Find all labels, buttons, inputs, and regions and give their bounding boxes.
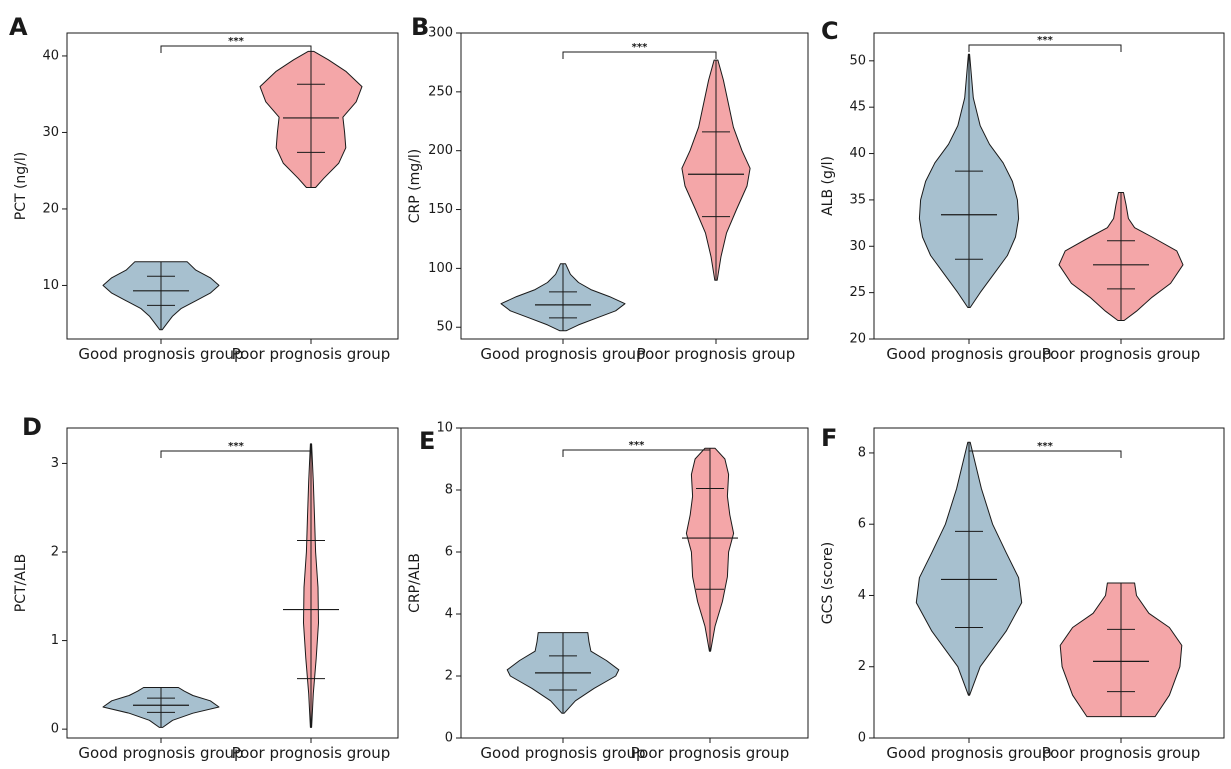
panel-a: A 10 20 30 40 PCT (ng/l) Good prognosis groupP… <box>9 13 399 363</box>
panel-b-letter: B <box>411 13 429 41</box>
panel-f-category-label-poor: Poor prognosis group <box>1042 744 1201 762</box>
panel-c-ytick-label: 25 <box>849 285 866 300</box>
panel-e-category-label-good: Good prognosis group <box>480 744 645 762</box>
panel-e-significance-bracket <box>562 449 711 457</box>
panel-d-ytick-label: 1 <box>51 633 59 648</box>
panel-b-ytick-label: 100 <box>428 261 453 276</box>
panel-a-ytick-label: 20 <box>42 201 59 216</box>
panel-b-ytick-label: 150 <box>428 202 453 217</box>
panel-a-significance-label: *** <box>228 36 244 47</box>
panel-e-frame <box>460 427 809 739</box>
panel-b-ytick-label: 200 <box>428 143 453 158</box>
panel-a-ytick-label: 30 <box>42 125 59 140</box>
panel-d-ytick-label: 0 <box>51 722 59 737</box>
panel-f-letter: F <box>821 424 837 452</box>
panel-e: E 0 2 4 6 8 10 CRP/ALB Good prognosis groupPoor … <box>407 421 809 762</box>
panel-d-significance-bracket <box>160 450 312 458</box>
panel-f-ytick-label: 4 <box>858 588 866 603</box>
panel-e-ytick-label: 10 <box>436 421 453 436</box>
panel-f-frame <box>873 427 1225 739</box>
panel-f-category-label-good: Good prognosis group <box>886 744 1051 762</box>
panel-b-significance-label: *** <box>632 42 648 53</box>
panel-f-significance-label: *** <box>1037 441 1053 452</box>
panel-c-ytick-label: 35 <box>849 192 866 207</box>
panel-c-letter: C <box>821 17 839 45</box>
panel-a-category-label-good: Good prognosis group <box>78 345 243 363</box>
panel-f-ytick-label: 8 <box>858 445 866 460</box>
panel-d-category-label-good: Good prognosis group <box>78 744 243 762</box>
panel-f-ytick-label: 0 <box>858 731 866 746</box>
panel-f-significance-bracket <box>968 450 1122 458</box>
panel-a-letter: A <box>9 13 28 41</box>
panel-e-ytick-label: 4 <box>445 607 453 622</box>
panel-a-ytick-label: 10 <box>42 278 59 293</box>
panel-e-category-label-poor: Poor prognosis group <box>631 744 790 762</box>
panel-e-ytick-label: 6 <box>445 545 453 560</box>
panel-f-ylabel: GCS (score) <box>820 542 836 625</box>
panel-b-category-label-poor: Poor prognosis group <box>637 345 796 363</box>
panel-c-ytick-label: 45 <box>849 100 866 115</box>
panel-c-ytick-label: 40 <box>849 146 866 161</box>
panel-c-frame <box>873 32 1225 340</box>
panel-d-category-label-poor: Poor prognosis group <box>232 744 391 762</box>
panel-f: F 0 2 4 6 8 GCS (score) Good prognosis groupPoo… <box>820 424 1225 762</box>
panel-d-ytick-label: 2 <box>51 545 59 560</box>
panel-c-ytick-label: 50 <box>849 53 866 68</box>
panel-c-category-label-poor: Poor prognosis group <box>1042 345 1201 363</box>
panel-c-ytick-label: 20 <box>849 332 866 347</box>
panel-e-ytick-label: 0 <box>445 731 453 746</box>
panel-d-letter: D <box>22 413 42 441</box>
panel-b-significance-bracket <box>562 51 717 59</box>
panel-c-ylabel: ALB (g/l) <box>820 156 836 216</box>
panel-a-category-label-poor: Poor prognosis group <box>232 345 391 363</box>
panel-b-frame <box>460 32 809 340</box>
panel-e-ytick-label: 8 <box>445 483 453 498</box>
panel-d-frame <box>66 427 399 739</box>
panel-c-category-label-good: Good prognosis group <box>886 345 1051 363</box>
panel-b-ytick-label: 250 <box>428 84 453 99</box>
panel-e-significance-label: *** <box>629 440 645 451</box>
panel-f-ytick-label: 2 <box>858 659 866 674</box>
panel-c-significance-label: *** <box>1037 35 1053 46</box>
panel-d-ylabel: PCT/ALB <box>13 554 29 612</box>
panel-a-frame <box>66 32 399 340</box>
panel-a-significance-bracket <box>160 45 312 53</box>
panel-d-significance-label: *** <box>228 441 244 452</box>
panel-b-ylabel: CRP (mg/l) <box>407 149 423 223</box>
panel-a-ytick-label: 40 <box>42 48 59 63</box>
panel-c: C 20 25 30 35 40 45 50 ALB (g/l) Good prognosis g… <box>820 17 1225 363</box>
panel-a-ylabel: PCT (ng/l) <box>13 152 29 221</box>
panel-c-ytick-label: 30 <box>849 239 866 254</box>
panel-b-ytick-label: 50 <box>436 320 453 335</box>
panel-e-letter: E <box>419 427 435 455</box>
panel-f-ytick-label: 6 <box>858 517 866 532</box>
panel-d-ytick-label: 3 <box>51 456 59 471</box>
panel-b: B 50 100 150 200 250 300 CRP (mg/l) Good prognos… <box>407 13 809 363</box>
panel-e-ylabel: CRP/ALB <box>407 553 423 613</box>
panel-e-ytick-label: 2 <box>445 669 453 684</box>
panel-b-category-label-good: Good prognosis group <box>480 345 645 363</box>
panel-c-significance-bracket <box>968 44 1122 52</box>
panel-b-ytick-label: 300 <box>428 26 453 41</box>
